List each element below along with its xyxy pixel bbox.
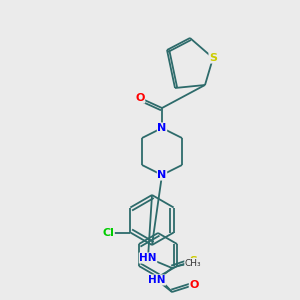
Text: CH₃: CH₃	[185, 259, 201, 268]
Text: N: N	[158, 170, 166, 180]
Text: O: O	[189, 280, 199, 290]
Text: N: N	[158, 123, 166, 133]
Text: Cl: Cl	[102, 227, 114, 238]
Text: HN: HN	[139, 253, 157, 263]
Text: HN: HN	[148, 275, 166, 285]
Text: O: O	[135, 93, 145, 103]
Text: S: S	[189, 256, 197, 266]
Text: S: S	[209, 53, 217, 63]
